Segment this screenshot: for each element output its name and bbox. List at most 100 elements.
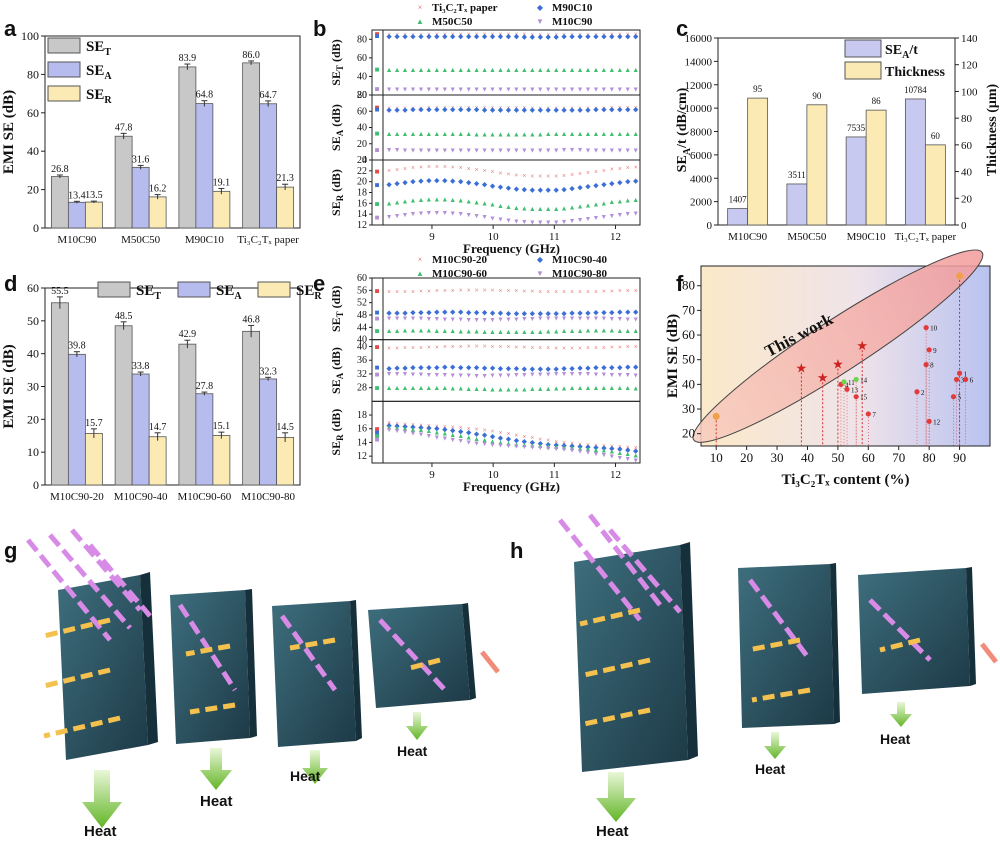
literature-point [914,389,920,395]
data-point: ◆ [553,186,559,194]
data-point: ▲ [553,130,560,138]
literature-label: 10 [930,325,938,333]
data-label: 86 [872,96,882,106]
x-tick-label: M10C90-80 [241,491,295,503]
data-point: × [554,344,558,352]
data-point: ▲ [394,384,401,392]
y-tick-label: 14 [357,209,367,220]
x-tick-label: M50C50 [787,231,827,243]
data-point: ▼ [481,147,488,155]
data-point: ◆ [450,363,456,371]
data-point: × [395,420,399,428]
data-point: ◆ [514,106,520,114]
transmitted-wave-arrow [980,642,998,664]
y-tick-label: 0 [33,221,39,235]
data-point: ▼ [577,314,584,322]
data-point: × [626,287,630,295]
data-point: × [395,166,399,174]
bar [259,103,278,229]
data-point: ▲ [465,328,472,336]
data-point: ◆ [498,106,504,114]
legend-text: SE [136,283,154,299]
bar-sea-t [727,208,749,226]
data-point: × [578,170,582,178]
data-point: ◆ [386,106,392,114]
data-point: ◆ [506,184,512,192]
heat-label-g2: Heat [200,793,233,810]
data-point: × [443,104,447,112]
data-point: ▼ [585,449,592,457]
data-point: × [506,170,510,178]
data-point: ▼ [481,440,488,448]
data-point: × [514,104,518,112]
y2-tick-label: 100 [961,86,978,98]
data-point: × [514,171,518,179]
data-point: × [435,287,439,295]
data-point: ◆ [530,186,536,194]
data-point: × [618,165,622,173]
data-point: ▼ [600,315,607,323]
data-point: ▼ [608,85,615,93]
data-point: ▲ [569,130,576,138]
data-point: ◆ [410,423,416,431]
bar [67,353,86,486]
data-point: ▼ [489,214,496,222]
x-tick-label: 10 [488,469,500,481]
legend-marker: ▼ [536,17,544,26]
data-point: × [483,427,487,435]
data-point: ◆ [601,444,607,452]
data-point: ▲ [489,328,496,336]
bar [148,436,167,486]
data-point: × [443,163,447,171]
y-tick-label: 6000 [690,150,713,162]
literature-point [950,394,957,400]
data-point: ▼ [577,448,584,456]
y2-tick-label: 120 [961,60,978,72]
x-tick-label: 60 [862,450,875,465]
data-point: ▲ [521,328,528,336]
data-point: × [419,31,423,39]
data-point: × [403,421,407,429]
data-point: × [419,163,423,171]
data-point: × [427,287,431,295]
literature-point [865,411,871,417]
data-point: ◆ [386,422,392,430]
data-point: ▼ [537,219,544,227]
y-axis-label: SET (dB) [329,39,345,85]
bar [276,186,295,229]
data-point: × [578,104,582,112]
data-point: ▲ [600,327,607,335]
y2-axis-label: Thickness (μm) [985,84,1000,177]
data-point: ▼ [417,431,424,439]
data-point: × [411,31,415,39]
y-tick-label: 40 [682,376,695,391]
data-point: ◆ [442,32,448,40]
legend-marker: ▼ [536,269,544,278]
y-tick-label: 56 [357,285,367,296]
data-point: ▼ [441,315,448,323]
x-tick-label: 11 [549,231,560,243]
data-point: ▲ [473,328,480,336]
y2-tick-label: 140 [961,33,978,45]
data-label: 64.7 [259,90,277,101]
data-point: ▲ [433,66,440,74]
data-point: ■ [375,308,380,317]
data-point: ◆ [490,106,496,114]
data-point: ◆ [593,443,599,451]
data-point: × [467,165,471,173]
bar [259,378,278,486]
data-point: ▲ [529,130,536,138]
heat-arrow-4: Heat [397,712,428,759]
panel-label-f: f [676,271,684,296]
data-point: ◆ [506,365,512,373]
data-point: ▼ [489,316,496,324]
legend-sub: R [104,95,112,106]
data-point: ▼ [521,443,528,451]
data-point: × [586,169,590,177]
data-point: ▲ [505,203,512,211]
data-point: ◆ [585,106,591,114]
data-point: ▼ [585,146,592,154]
data-point: ▲ [481,385,488,393]
data-point: ▲ [569,444,576,452]
literature-point [926,347,932,353]
